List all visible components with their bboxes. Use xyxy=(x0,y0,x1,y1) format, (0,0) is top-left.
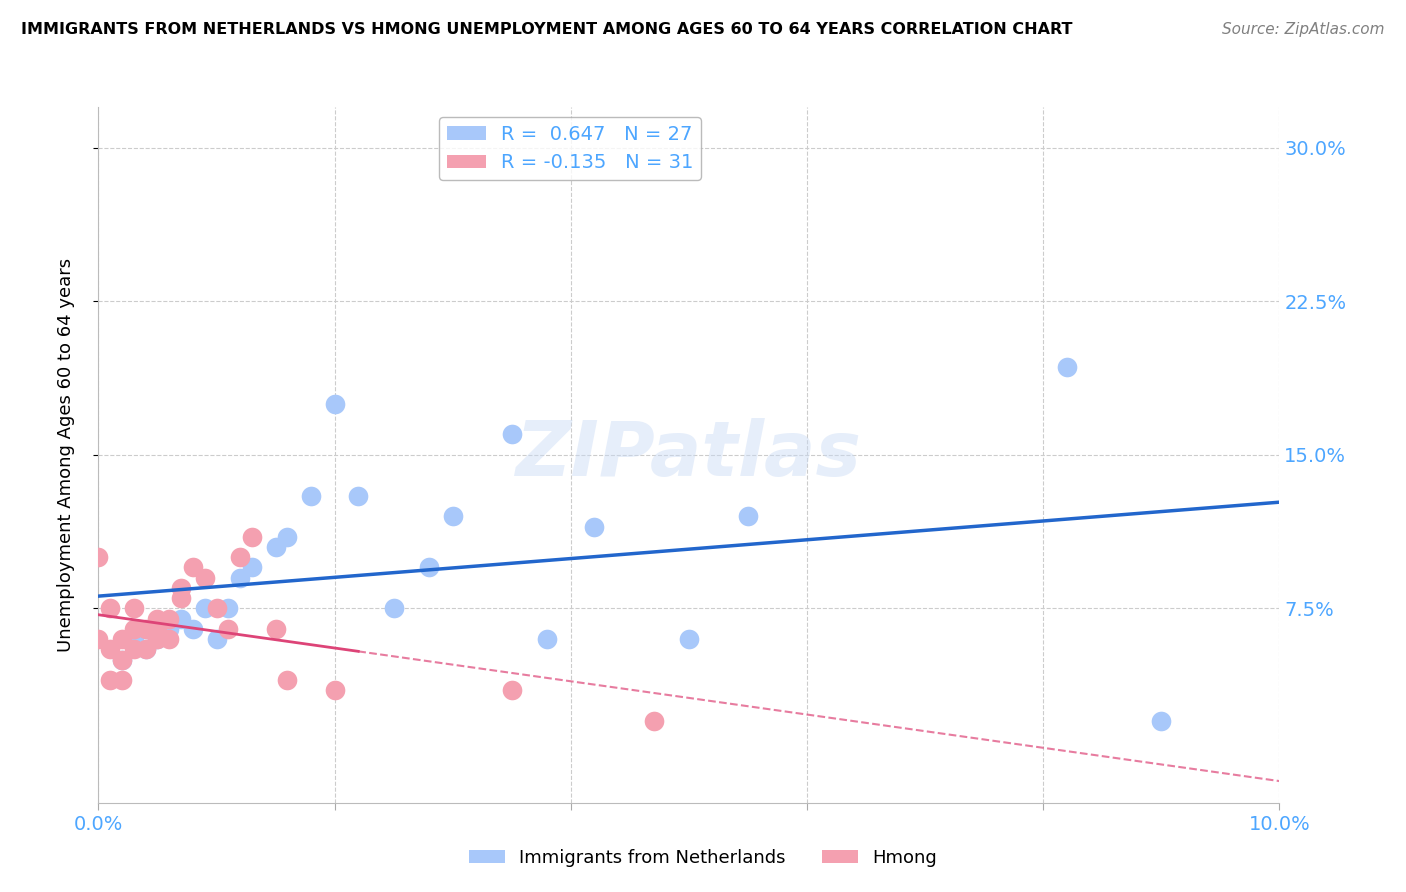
Point xyxy=(536,632,558,646)
Point xyxy=(135,622,157,636)
Point xyxy=(583,519,606,533)
Point xyxy=(157,622,180,636)
Point xyxy=(382,601,405,615)
Text: ZIPatlas: ZIPatlas xyxy=(516,418,862,491)
Point xyxy=(240,530,263,544)
Legend: Immigrants from Netherlands, Hmong: Immigrants from Netherlands, Hmong xyxy=(461,842,945,874)
Point xyxy=(323,397,346,411)
Point xyxy=(737,509,759,524)
Point xyxy=(276,530,298,544)
Point xyxy=(276,673,298,687)
Point xyxy=(643,714,665,728)
Point xyxy=(122,622,145,636)
Point xyxy=(146,622,169,636)
Point xyxy=(170,612,193,626)
Point xyxy=(111,652,134,666)
Point xyxy=(181,622,204,636)
Point xyxy=(323,683,346,698)
Point xyxy=(181,560,204,574)
Point xyxy=(157,632,180,646)
Point xyxy=(678,632,700,646)
Text: Source: ZipAtlas.com: Source: ZipAtlas.com xyxy=(1222,22,1385,37)
Point xyxy=(87,632,110,646)
Point xyxy=(98,642,121,657)
Point xyxy=(122,601,145,615)
Point xyxy=(98,673,121,687)
Point xyxy=(170,581,193,595)
Point xyxy=(418,560,440,574)
Point xyxy=(194,571,217,585)
Point xyxy=(170,591,193,606)
Point xyxy=(205,601,228,615)
Point xyxy=(87,550,110,565)
Point xyxy=(157,612,180,626)
Point xyxy=(240,560,263,574)
Point xyxy=(135,642,157,657)
Point xyxy=(217,622,239,636)
Point xyxy=(1056,359,1078,374)
Point xyxy=(146,632,169,646)
Point xyxy=(205,632,228,646)
Point xyxy=(264,622,287,636)
Point xyxy=(122,642,145,657)
Point xyxy=(135,642,157,657)
Point xyxy=(501,427,523,442)
Point xyxy=(299,489,322,503)
Text: IMMIGRANTS FROM NETHERLANDS VS HMONG UNEMPLOYMENT AMONG AGES 60 TO 64 YEARS CORR: IMMIGRANTS FROM NETHERLANDS VS HMONG UNE… xyxy=(21,22,1073,37)
Point xyxy=(122,632,145,646)
Point xyxy=(111,632,134,646)
Point xyxy=(217,601,239,615)
Point xyxy=(1150,714,1173,728)
Point xyxy=(111,652,134,666)
Point xyxy=(98,601,121,615)
Point xyxy=(264,540,287,554)
Y-axis label: Unemployment Among Ages 60 to 64 years: Unemployment Among Ages 60 to 64 years xyxy=(56,258,75,652)
Point xyxy=(229,550,252,565)
Point xyxy=(146,612,169,626)
Point xyxy=(111,673,134,687)
Point xyxy=(229,571,252,585)
Point xyxy=(501,683,523,698)
Point xyxy=(146,632,169,646)
Point xyxy=(347,489,370,503)
Point xyxy=(194,601,217,615)
Legend: R =  0.647   N = 27, R = -0.135   N = 31: R = 0.647 N = 27, R = -0.135 N = 31 xyxy=(439,117,702,180)
Point xyxy=(441,509,464,524)
